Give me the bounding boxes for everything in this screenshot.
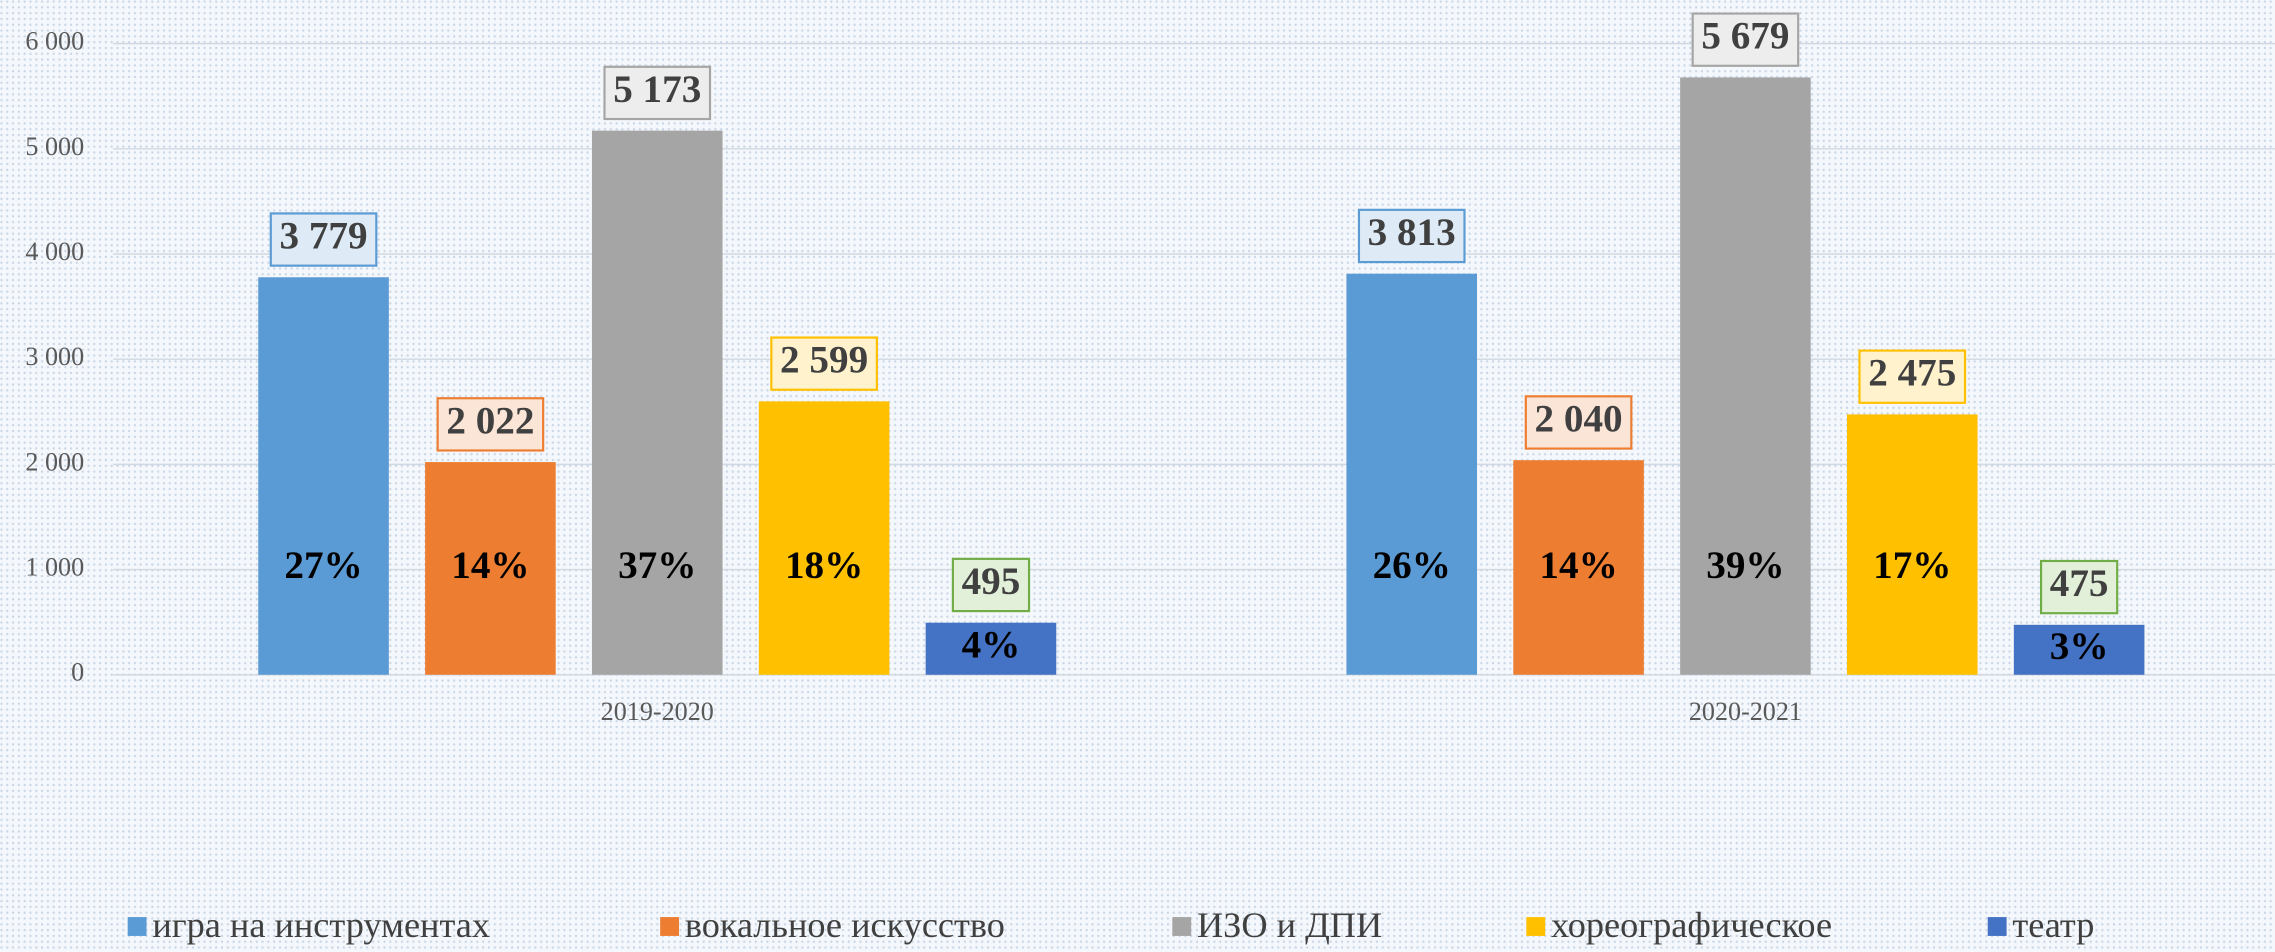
y-tick-label: 0	[71, 658, 84, 687]
value-label-box	[951, 557, 1031, 613]
x-tick-label: 2020-2021	[1689, 697, 1802, 726]
y-tick-label: 6 000	[25, 27, 84, 56]
value-label-box	[1357, 208, 1466, 264]
legend-marker	[1526, 917, 1546, 936]
legend-label: хореографическое	[1551, 905, 1832, 945]
value-label: 2 040	[1535, 397, 1623, 440]
x-tick-label: 2019-2020	[601, 697, 714, 726]
value-label: 2 475	[1868, 352, 1956, 395]
legend-marker	[1172, 917, 1192, 936]
value-label-box	[436, 397, 545, 452]
share-label: 17%	[1873, 544, 1951, 587]
y-tick-label: 2 000	[25, 447, 84, 476]
y-tick-label: 3 000	[25, 342, 84, 371]
share-label: 26%	[1373, 544, 1451, 587]
share-label: 37%	[618, 544, 696, 587]
y-tick-label: 4 000	[25, 237, 84, 266]
value-label: 475	[2050, 562, 2109, 605]
value-label-box	[770, 336, 878, 391]
legend-label: игра на инструментах	[152, 905, 490, 945]
value-label: 2 599	[780, 339, 868, 382]
share-label: 14%	[451, 544, 529, 587]
y-tick-label: 1 000	[25, 553, 84, 582]
bar	[1680, 77, 1811, 675]
bar	[925, 622, 1057, 675]
value-label-box	[1691, 12, 1800, 67]
bar	[1346, 273, 1478, 675]
value-label-box	[1524, 395, 1633, 450]
value-label-box	[2039, 559, 2119, 615]
legend-marker	[1987, 917, 2007, 936]
share-label: 27%	[284, 544, 362, 587]
value-label: 5 679	[1701, 15, 1789, 58]
value-label: 3 779	[279, 215, 367, 258]
bar	[425, 462, 556, 675]
value-label-box	[603, 65, 712, 121]
value-label: 5 173	[613, 68, 701, 111]
legend-label: ИЗО и ДПИ	[1197, 905, 1382, 945]
legend-label: театр	[2012, 905, 2094, 945]
legend-label: вокальное искусство	[685, 905, 1005, 945]
bar	[758, 401, 890, 675]
value-label: 2 022	[446, 399, 534, 442]
share-label: 39%	[1706, 544, 1784, 587]
legend-marker	[127, 917, 147, 936]
y-tick-label: 5 000	[25, 132, 84, 161]
bar	[591, 130, 723, 675]
share-label: 14%	[1539, 544, 1617, 587]
value-label: 3 813	[1368, 211, 1456, 254]
share-label: 3%	[2050, 625, 2109, 668]
bar	[1846, 414, 1978, 675]
bar	[2013, 624, 2145, 675]
value-label-box	[269, 212, 378, 267]
share-label: 18%	[785, 544, 863, 587]
legend-marker	[660, 917, 680, 936]
bar	[258, 277, 389, 675]
share-label: 4%	[962, 624, 1021, 667]
value-label-box	[1858, 349, 1967, 404]
value-label: 495	[962, 560, 1021, 603]
bar	[1513, 460, 1644, 675]
